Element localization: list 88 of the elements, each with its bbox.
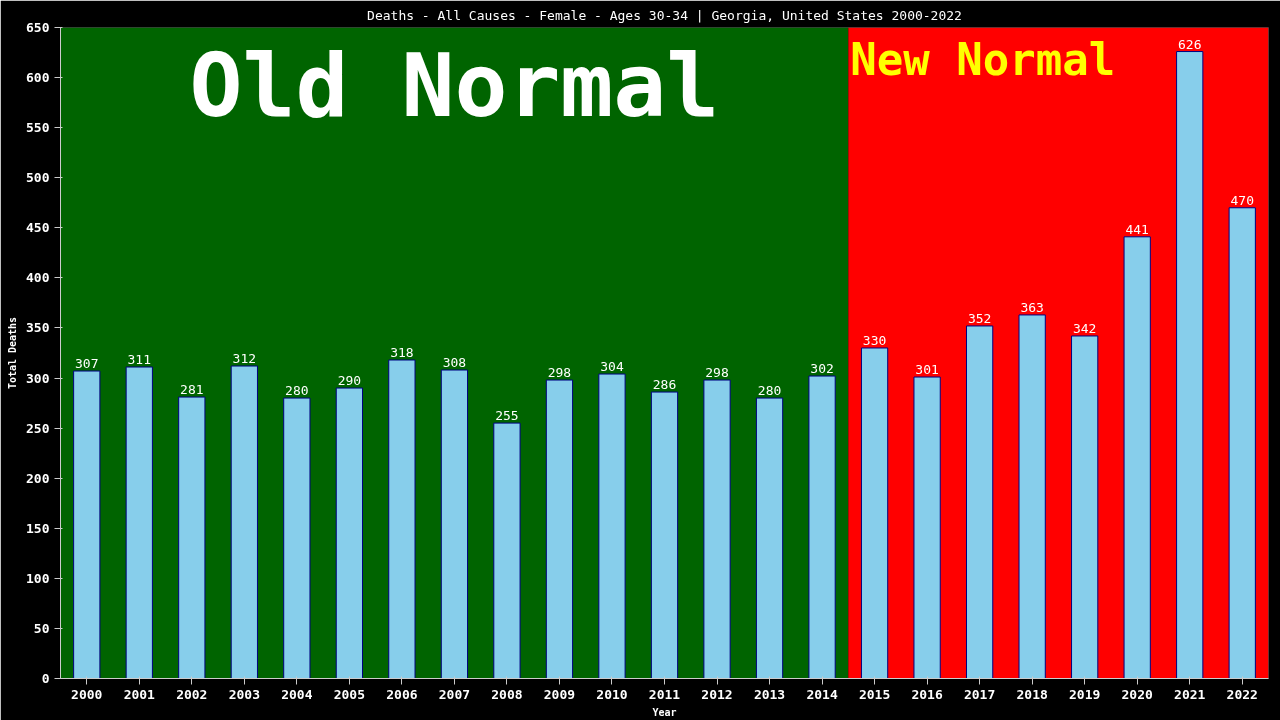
bar bbox=[808, 375, 836, 679]
x-tick-label: 2003 bbox=[228, 686, 260, 702]
bar bbox=[1228, 207, 1256, 679]
data-label: 312 bbox=[232, 351, 257, 367]
y-tick-label: 500 bbox=[26, 170, 50, 186]
x-tick-label: 2016 bbox=[911, 686, 943, 702]
y-tick-label: 150 bbox=[26, 520, 50, 536]
bar bbox=[966, 325, 994, 679]
x-tick-label: 2021 bbox=[1174, 686, 1206, 702]
y-axis-title: Total Deaths bbox=[7, 316, 19, 390]
x-tick-label: 2005 bbox=[333, 686, 366, 702]
y-tick-label: 300 bbox=[26, 370, 50, 386]
bar bbox=[1176, 51, 1204, 679]
x-tick-label: 2012 bbox=[701, 686, 733, 702]
x-axis-title: Year bbox=[652, 706, 677, 718]
y-tick-label: 50 bbox=[33, 620, 50, 636]
data-label: 307 bbox=[75, 356, 99, 372]
y-tick-label: 0 bbox=[41, 671, 50, 686]
data-label: 330 bbox=[862, 332, 887, 348]
x-tick-label: 2018 bbox=[1016, 686, 1048, 702]
bar bbox=[1018, 314, 1046, 679]
bar bbox=[73, 370, 101, 679]
y-tick-label: 450 bbox=[26, 220, 50, 236]
bar bbox=[1071, 335, 1099, 679]
y-tick-label: 550 bbox=[26, 120, 50, 136]
band-label: New Normal bbox=[850, 33, 1116, 85]
x-tick-label: 2015 bbox=[858, 686, 891, 702]
data-label: 363 bbox=[1020, 299, 1044, 315]
x-tick-label: 2004 bbox=[281, 686, 313, 702]
bar bbox=[440, 369, 469, 679]
data-label: 302 bbox=[810, 361, 834, 377]
bar bbox=[598, 373, 626, 679]
data-label: 626 bbox=[1177, 36, 1202, 52]
x-tick-label: 2019 bbox=[1069, 686, 1101, 702]
data-label: 304 bbox=[600, 359, 624, 375]
x-tick-label: 2009 bbox=[543, 686, 576, 702]
data-label: 298 bbox=[547, 365, 572, 381]
x-tick-label: 2014 bbox=[806, 686, 838, 702]
band-label: Old Normal bbox=[189, 33, 720, 137]
data-label: 298 bbox=[705, 365, 729, 381]
data-label: 280 bbox=[757, 383, 782, 399]
data-label: 290 bbox=[337, 373, 362, 389]
data-label: 311 bbox=[127, 352, 152, 368]
x-tick-label: 2011 bbox=[648, 686, 681, 702]
bar bbox=[650, 391, 679, 679]
x-tick-label: 2017 bbox=[963, 686, 996, 702]
bar bbox=[283, 397, 311, 679]
x-tick-label: 2007 bbox=[438, 686, 471, 702]
x-tick-label: 2008 bbox=[491, 686, 523, 702]
bar bbox=[1123, 236, 1151, 679]
x-tick-label: 2000 bbox=[71, 686, 103, 702]
data-label: 441 bbox=[1125, 221, 1149, 237]
bar bbox=[125, 366, 153, 679]
bar bbox=[335, 387, 363, 679]
bar bbox=[913, 376, 941, 679]
y-tick-label: 650 bbox=[26, 20, 50, 35]
bar bbox=[230, 365, 258, 679]
y-tick-label: 100 bbox=[26, 570, 50, 586]
data-label: 255 bbox=[495, 408, 519, 424]
x-tick-label: 2013 bbox=[753, 686, 786, 702]
data-label: 281 bbox=[180, 382, 204, 398]
bar bbox=[545, 379, 574, 679]
chart-title: Deaths - All Causes - Female - Ages 30-34 | Georgia, United States 2000-2022 bbox=[367, 7, 962, 23]
y-tick-label: 600 bbox=[26, 70, 50, 86]
y-tick-label: 250 bbox=[26, 420, 50, 436]
data-label: 280 bbox=[285, 383, 309, 399]
x-tick-label: 2020 bbox=[1121, 686, 1154, 702]
bar bbox=[860, 347, 889, 679]
x-tick-label: 2022 bbox=[1226, 686, 1258, 702]
y-tick-label: 200 bbox=[26, 470, 50, 486]
data-label: 286 bbox=[652, 377, 677, 393]
bar bbox=[178, 396, 206, 679]
y-tick-label: 350 bbox=[26, 320, 50, 336]
bar bbox=[755, 397, 784, 679]
bar bbox=[493, 422, 521, 679]
data-label: 308 bbox=[442, 355, 467, 371]
x-tick-label: 2002 bbox=[176, 686, 208, 702]
x-tick-label: 2001 bbox=[123, 686, 156, 702]
y-tick-label: 400 bbox=[26, 270, 50, 286]
data-label: 470 bbox=[1230, 192, 1254, 208]
data-label: 301 bbox=[915, 362, 939, 378]
bar bbox=[388, 359, 416, 679]
data-label: 352 bbox=[967, 310, 992, 326]
data-label: 318 bbox=[390, 345, 414, 361]
data-label: 342 bbox=[1072, 320, 1097, 336]
x-tick-label: 2006 bbox=[386, 686, 418, 702]
x-tick-label: 2010 bbox=[596, 686, 628, 702]
bar bbox=[703, 379, 731, 679]
